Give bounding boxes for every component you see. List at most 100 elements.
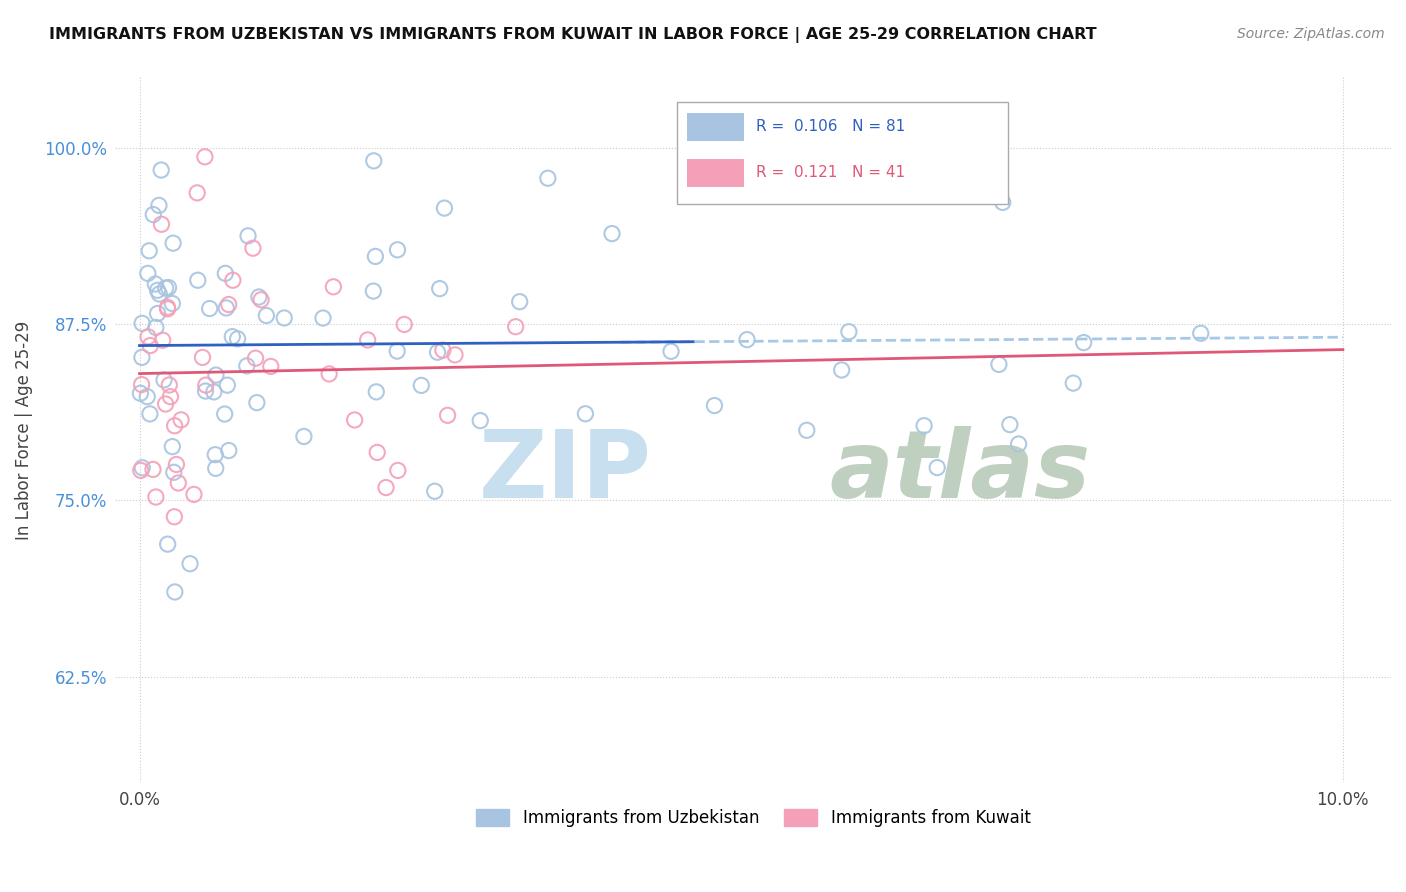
Point	[159, 390, 181, 404]
Point	[183, 487, 205, 501]
Point	[162, 440, 184, 454]
Point	[363, 153, 385, 168]
Point	[191, 351, 214, 365]
Point	[838, 325, 860, 339]
Point	[796, 423, 818, 437]
Point	[194, 384, 217, 398]
Point	[318, 367, 340, 381]
Point	[131, 460, 153, 475]
Point	[509, 294, 531, 309]
Point	[429, 282, 451, 296]
Point	[148, 198, 170, 212]
Point	[218, 297, 240, 311]
Point	[202, 384, 225, 399]
Point	[136, 266, 159, 280]
Point	[1062, 376, 1084, 391]
Point	[1189, 326, 1212, 341]
Point	[226, 332, 249, 346]
Point	[150, 217, 173, 231]
Point	[245, 351, 267, 366]
Point	[205, 368, 228, 382]
Point	[254, 309, 277, 323]
Point	[246, 395, 269, 409]
Point	[131, 316, 153, 330]
Point	[163, 418, 186, 433]
Point	[444, 348, 467, 362]
Point	[364, 249, 387, 263]
Point	[394, 318, 416, 332]
Point	[423, 484, 446, 499]
Point	[433, 201, 456, 215]
Point	[150, 163, 173, 178]
Point	[214, 266, 236, 280]
Point	[387, 243, 409, 257]
Point	[387, 463, 409, 477]
Point	[165, 458, 187, 472]
Y-axis label: In Labor Force | Age 25-29: In Labor Force | Age 25-29	[15, 320, 32, 540]
Point	[162, 296, 184, 310]
Point	[131, 377, 153, 392]
Point	[343, 413, 366, 427]
Legend: Immigrants from Uzbekistan, Immigrants from Kuwait: Immigrants from Uzbekistan, Immigrants f…	[470, 803, 1038, 834]
Point	[991, 195, 1014, 210]
Point	[375, 481, 398, 495]
Point	[987, 358, 1010, 372]
Text: R =  0.121   N = 41: R = 0.121 N = 41	[756, 165, 905, 180]
Text: R =  0.106   N = 81: R = 0.106 N = 81	[756, 119, 905, 134]
Point	[155, 397, 177, 411]
Point	[366, 384, 388, 399]
Point	[204, 461, 226, 475]
Point	[292, 429, 315, 443]
Point	[505, 319, 527, 334]
Point	[142, 208, 165, 222]
Point	[162, 236, 184, 251]
Point	[153, 373, 176, 387]
Point	[793, 112, 815, 127]
Point	[574, 407, 596, 421]
Point	[366, 445, 388, 459]
Point	[136, 330, 159, 344]
Point	[139, 407, 162, 421]
Point	[1007, 437, 1029, 451]
Point	[912, 418, 935, 433]
Point	[221, 329, 243, 343]
Point	[222, 273, 245, 287]
Point	[156, 537, 179, 551]
Point	[273, 310, 295, 325]
Point	[927, 460, 949, 475]
Point	[179, 557, 201, 571]
FancyBboxPatch shape	[688, 112, 744, 141]
Point	[155, 281, 177, 295]
Point	[217, 378, 239, 392]
Point	[600, 227, 623, 241]
Point	[143, 277, 166, 291]
Point	[432, 343, 454, 358]
Point	[194, 150, 217, 164]
Point	[186, 186, 208, 200]
Point	[146, 306, 169, 320]
Point	[167, 475, 190, 490]
Point	[363, 284, 385, 298]
Point	[187, 273, 209, 287]
Text: Source: ZipAtlas.com: Source: ZipAtlas.com	[1237, 27, 1385, 41]
Point	[470, 414, 492, 428]
Point	[356, 333, 378, 347]
Point	[136, 390, 159, 404]
Point	[260, 359, 283, 374]
Point	[129, 463, 152, 477]
Point	[312, 311, 335, 326]
Point	[204, 448, 226, 462]
Point	[385, 344, 408, 359]
Point	[129, 386, 152, 401]
Point	[145, 490, 167, 504]
Point	[834, 166, 856, 180]
Point	[236, 359, 259, 373]
Point	[322, 280, 344, 294]
Point	[537, 171, 560, 186]
Point	[703, 399, 725, 413]
Point	[139, 338, 162, 352]
Point	[735, 333, 758, 347]
Point	[426, 345, 449, 359]
Text: atlas: atlas	[830, 426, 1091, 518]
Point	[214, 407, 236, 421]
